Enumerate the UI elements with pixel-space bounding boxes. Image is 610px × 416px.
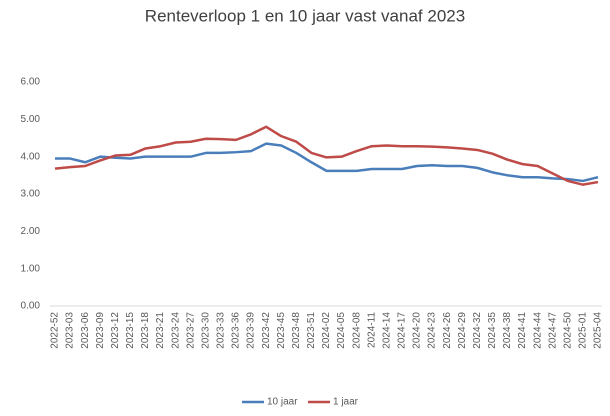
- legend-label: 10 jaar: [267, 397, 298, 408]
- data-line: [54, 125, 599, 186]
- y-tick-label: 5.00: [21, 114, 41, 125]
- x-tick-label: 2023-36: [231, 312, 242, 349]
- x-tick-label: 2024-02: [321, 312, 332, 349]
- x-tick-label: 2024-44: [532, 312, 543, 349]
- x-tick-label: 2024-23: [427, 312, 438, 349]
- x-tick-label: 2023-12: [110, 312, 121, 349]
- x-tick-label: 2024-14: [381, 312, 392, 349]
- x-tick-label: 2024-17: [397, 312, 408, 349]
- x-tick-label: 2023-03: [65, 312, 76, 349]
- x-tick-label: 2024-20: [412, 312, 423, 349]
- x-tick-label: 2024-26: [442, 312, 453, 349]
- x-tick-label: 2022-52: [50, 312, 61, 349]
- y-tick-label: 3.00: [21, 189, 41, 200]
- x-tick-label: 2023-21: [155, 312, 166, 349]
- x-tick-label: 2023-30: [200, 312, 211, 349]
- x-tick-label: 2023-45: [276, 312, 287, 349]
- x-tick-label: 2025-01: [578, 312, 589, 349]
- x-tick-label: 2024-29: [457, 312, 468, 349]
- x-tick-label: 2024-35: [487, 312, 498, 349]
- data-line: [55, 142, 599, 183]
- chart-title: Renteverloop 1 en 10 jaar vast vanaf 202…: [145, 6, 465, 25]
- legend-label: 1 jaar: [333, 397, 359, 408]
- x-tick-label: 2023-48: [291, 312, 302, 349]
- x-tick-label: 2023-27: [185, 312, 196, 349]
- x-tick-label: 2023-24: [170, 312, 181, 349]
- x-tick-label: 2024-05: [336, 312, 347, 349]
- x-tick-label: 2023-18: [140, 312, 151, 349]
- x-tick-label: 2024-08: [351, 312, 362, 349]
- x-tick-label: 2023-15: [125, 312, 136, 349]
- x-tick-label: 2024-11: [366, 312, 377, 348]
- y-tick-label: 6.00: [21, 77, 41, 88]
- x-tick-label: 2023-39: [246, 312, 257, 349]
- x-tick-label: 2023-42: [261, 312, 272, 349]
- x-tick-label: 2024-41: [517, 312, 528, 349]
- x-tick-label: 2023-09: [95, 312, 106, 349]
- x-tick-label: 2024-50: [562, 312, 573, 349]
- x-tick-label: 2023-33: [216, 312, 227, 349]
- y-tick-label: 1.00: [21, 263, 41, 274]
- x-tick-label: 2023-51: [306, 312, 317, 349]
- x-tick-label: 2025-04: [593, 312, 604, 349]
- x-tick-label: 2024-32: [472, 312, 483, 349]
- y-tick-label: 4.00: [21, 151, 41, 162]
- y-tick-label: 2.00: [21, 226, 41, 237]
- x-tick-label: 2024-47: [547, 312, 558, 349]
- x-tick-label: 2024-38: [502, 312, 513, 349]
- y-tick-label: 0.00: [21, 301, 41, 312]
- x-tick-label: 2023-06: [80, 312, 91, 349]
